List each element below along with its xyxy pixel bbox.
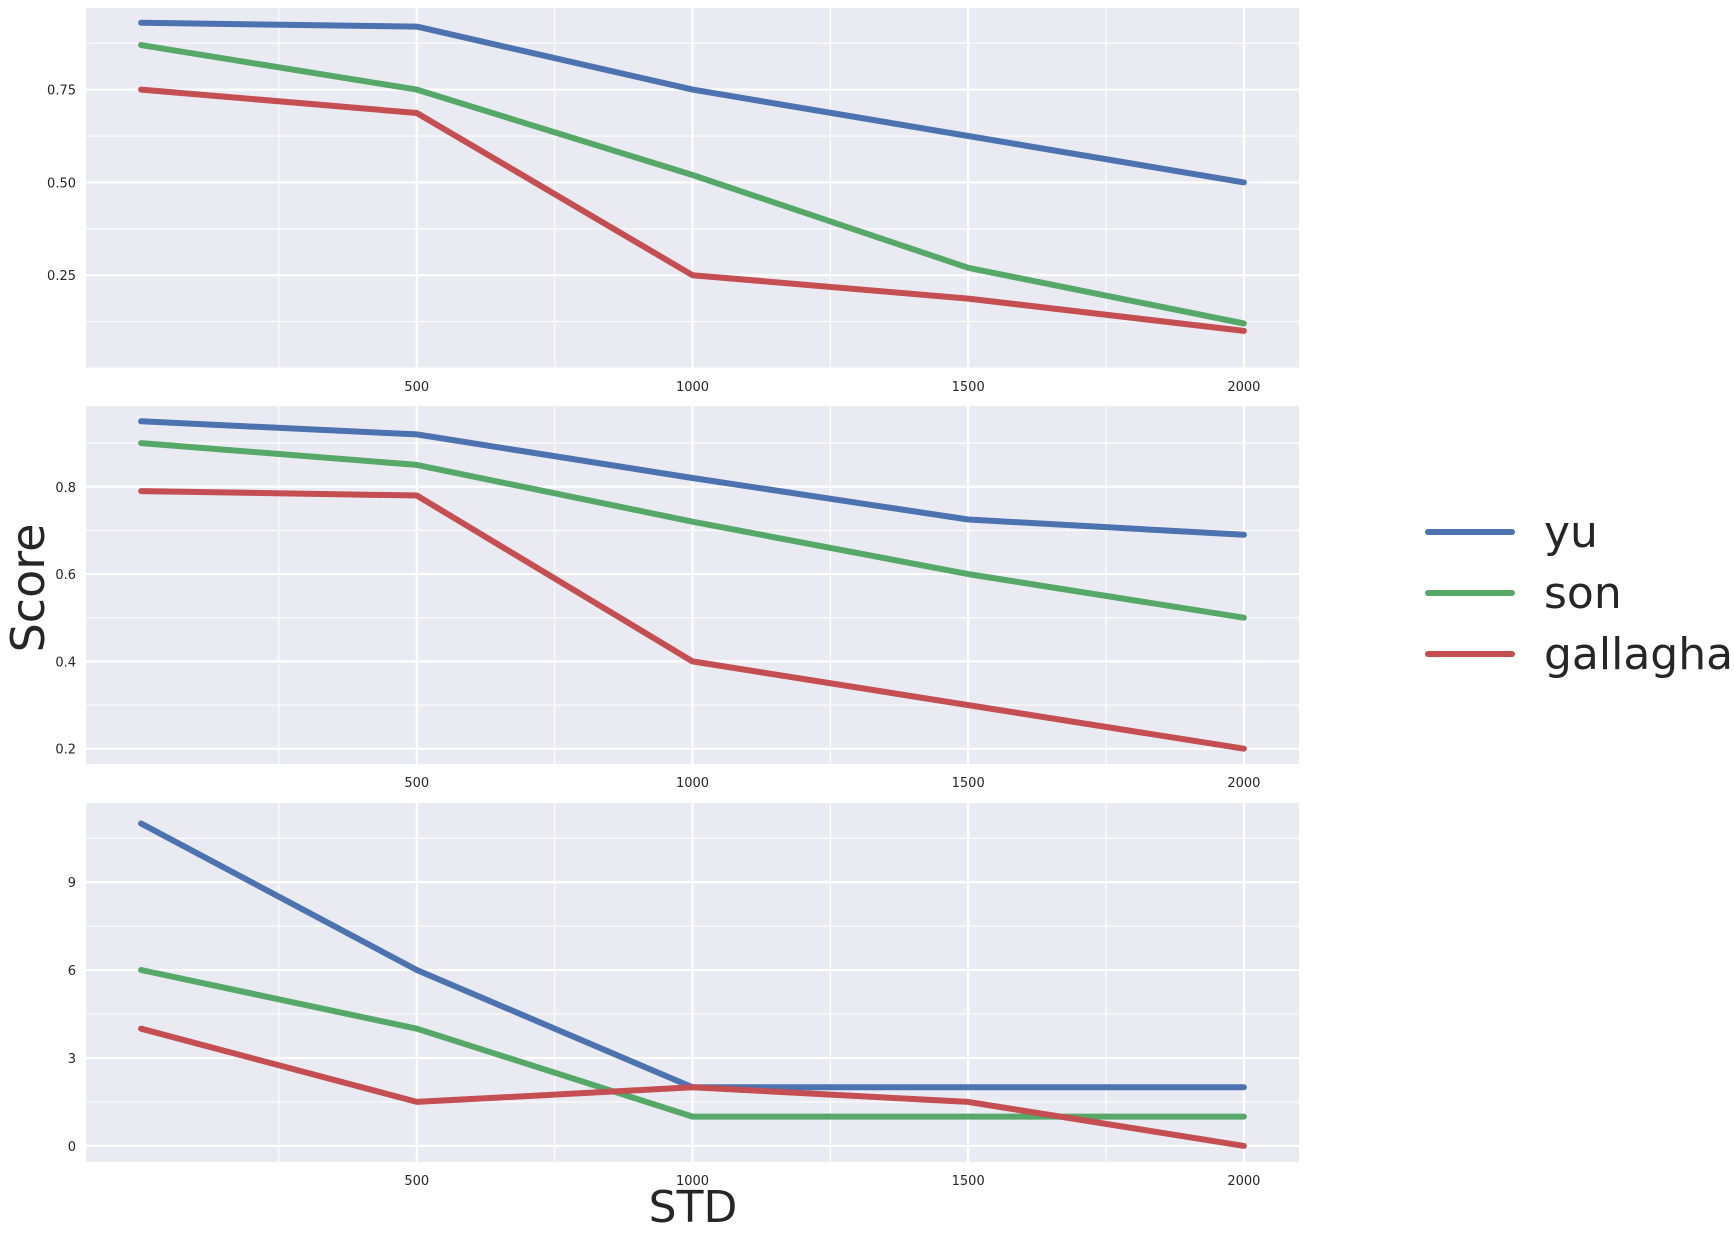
x-tick-label: 2000 — [1227, 776, 1260, 791]
x-tick-label: 1500 — [952, 776, 985, 791]
legend-label-gallaghar: gallaghar — [1544, 629, 1734, 680]
legend: yu son gallaghar — [1425, 507, 1734, 680]
y-axis-title: Score — [1, 524, 55, 653]
x-axis-title: STD — [649, 1182, 738, 1233]
series-line-yu — [138, 418, 1247, 538]
x-tick-label: 2000 — [1227, 1174, 1260, 1189]
y-tick-label: 0 — [68, 1140, 76, 1155]
y-tick-label: 0.8 — [55, 481, 76, 496]
panel-2: 500 1000 1500 2000 0.2 0.4 0.6 0.8 — [55, 406, 1299, 791]
x-tick-label: 2000 — [1227, 380, 1260, 395]
x-tick-label: 1500 — [952, 380, 985, 395]
y-tick-label: 0.6 — [55, 568, 76, 583]
series-line-son — [138, 440, 1247, 621]
panel-1: 500 1000 1500 2000 0.25 0.50 0.75 — [47, 8, 1299, 395]
series-line-gallaghar — [138, 488, 1247, 752]
x-tick-label: 1500 — [952, 1174, 985, 1189]
y-tick-label: 6 — [68, 964, 76, 979]
x-tick-label: 500 — [404, 380, 429, 395]
y-tick-label: 0.75 — [47, 84, 76, 99]
y-tick-label: 0.4 — [55, 655, 76, 670]
series-line-yu — [138, 19, 1247, 186]
legend-label-yu: yu — [1544, 507, 1598, 558]
panel-3: 500 1000 1500 2000 0 3 6 9 — [68, 803, 1299, 1189]
x-tick-label: 500 — [404, 1174, 429, 1189]
y-tick-label: 0.50 — [47, 176, 76, 191]
legend-label-son: son — [1544, 568, 1622, 619]
y-tick-label: 3 — [68, 1052, 76, 1067]
series-line-son — [138, 42, 1247, 327]
panels: 500 1000 1500 2000 0.25 0.50 0.75 500 1000 1500 20… — [47, 8, 1299, 1189]
x-tick-label: 1000 — [676, 776, 709, 791]
series-line-gallaghar — [138, 1025, 1247, 1149]
series-line-gallaghar — [138, 86, 1247, 334]
y-tick-label: 9 — [68, 876, 76, 891]
x-tick-label: 1000 — [676, 380, 709, 395]
x-tick-label: 1000 — [676, 1174, 709, 1189]
y-tick-label: 0.25 — [47, 269, 76, 284]
x-tick-label: 500 — [404, 776, 429, 791]
y-tick-label: 0.2 — [55, 743, 76, 758]
